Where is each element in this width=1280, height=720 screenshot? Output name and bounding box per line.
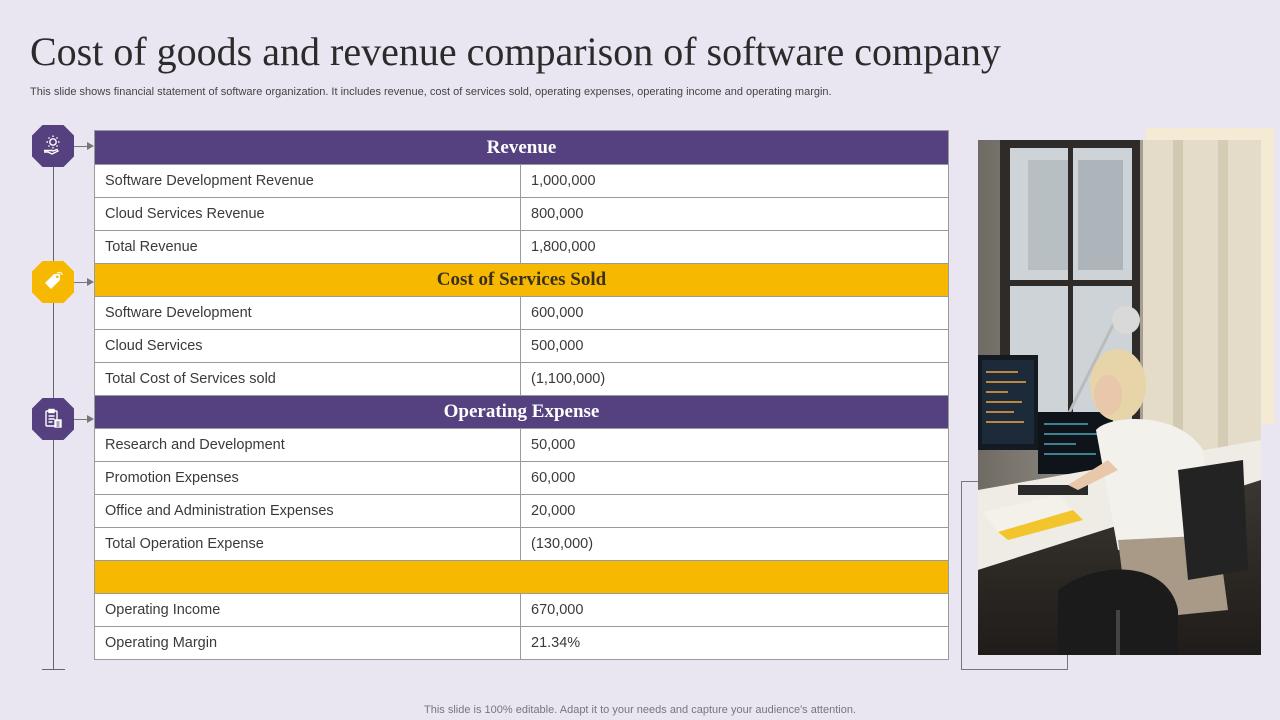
- revenue-header: Revenue: [94, 130, 949, 165]
- clipboard-icon: [32, 398, 74, 440]
- row-label: Promotion Expenses: [94, 461, 521, 495]
- page-subtitle: This slide shows financial statement of …: [30, 86, 832, 98]
- cost-header-row: Cost of Services Sold: [94, 263, 949, 297]
- opex-header: Operating Expense: [94, 395, 949, 429]
- row-label: Total Cost of Services sold: [94, 362, 521, 396]
- opex-header-row: Operating Expense: [94, 395, 949, 429]
- table-row: Cloud Services Revenue 800,000: [94, 197, 949, 231]
- arrow-cost: [74, 278, 94, 286]
- arrow-revenue: [74, 142, 94, 150]
- row-value: 1,000,000: [520, 164, 949, 198]
- row-label: Total Operation Expense: [94, 527, 521, 561]
- row-label: Cloud Services Revenue: [94, 197, 521, 231]
- table-row: Office and Administration Expenses 20,00…: [94, 494, 949, 528]
- row-label: Software Development Revenue: [94, 164, 521, 198]
- table-row: Software Development Revenue 1,000,000: [94, 164, 949, 198]
- row-value: (1,100,000): [520, 362, 949, 396]
- table-row: Operating Income 670,000: [94, 593, 949, 627]
- row-value: 670,000: [520, 593, 949, 627]
- row-value: (130,000): [520, 527, 949, 561]
- page-title: Cost of goods and revenue comparison of …: [30, 29, 1001, 74]
- row-value: 20,000: [520, 494, 949, 528]
- footer-note: This slide is 100% editable. Adapt it to…: [424, 704, 856, 716]
- timeline-end: [42, 669, 65, 670]
- row-value: 600,000: [520, 296, 949, 330]
- table-row: Total Operation Expense (130,000): [94, 527, 949, 561]
- row-value: 800,000: [520, 197, 949, 231]
- row-label: Total Revenue: [94, 230, 521, 264]
- row-label: Software Development: [94, 296, 521, 330]
- row-value: 500,000: [520, 329, 949, 363]
- table-row: Cloud Services 500,000: [94, 329, 949, 363]
- row-value: 50,000: [520, 428, 949, 462]
- cost-header: Cost of Services Sold: [94, 263, 949, 297]
- financial-statement-table: Revenue Software Development Revenue 1,0…: [94, 130, 949, 660]
- income-header-row: [94, 560, 949, 594]
- row-value: 1,800,000: [520, 230, 949, 264]
- row-value: 21.34%: [520, 626, 949, 660]
- row-label: Office and Administration Expenses: [94, 494, 521, 528]
- table-row: Total Revenue 1,800,000: [94, 230, 949, 264]
- row-label: Research and Development: [94, 428, 521, 462]
- row-label: Operating Margin: [94, 626, 521, 660]
- revenue-header-row: Revenue: [94, 130, 949, 165]
- office-worker-photo: [978, 140, 1261, 655]
- table-row: Operating Margin 21.34%: [94, 626, 949, 660]
- income-header: [94, 560, 949, 594]
- price-tag-icon: [32, 261, 74, 303]
- table-row: Promotion Expenses 60,000: [94, 461, 949, 495]
- arrow-opex: [74, 415, 94, 423]
- row-label: Operating Income: [94, 593, 521, 627]
- row-value: 60,000: [520, 461, 949, 495]
- table-row: Total Cost of Services sold (1,100,000): [94, 362, 949, 396]
- money-hand-icon: [32, 125, 74, 167]
- row-label: Cloud Services: [94, 329, 521, 363]
- table-row: Research and Development 50,000: [94, 428, 949, 462]
- table-row: Software Development 600,000: [94, 296, 949, 330]
